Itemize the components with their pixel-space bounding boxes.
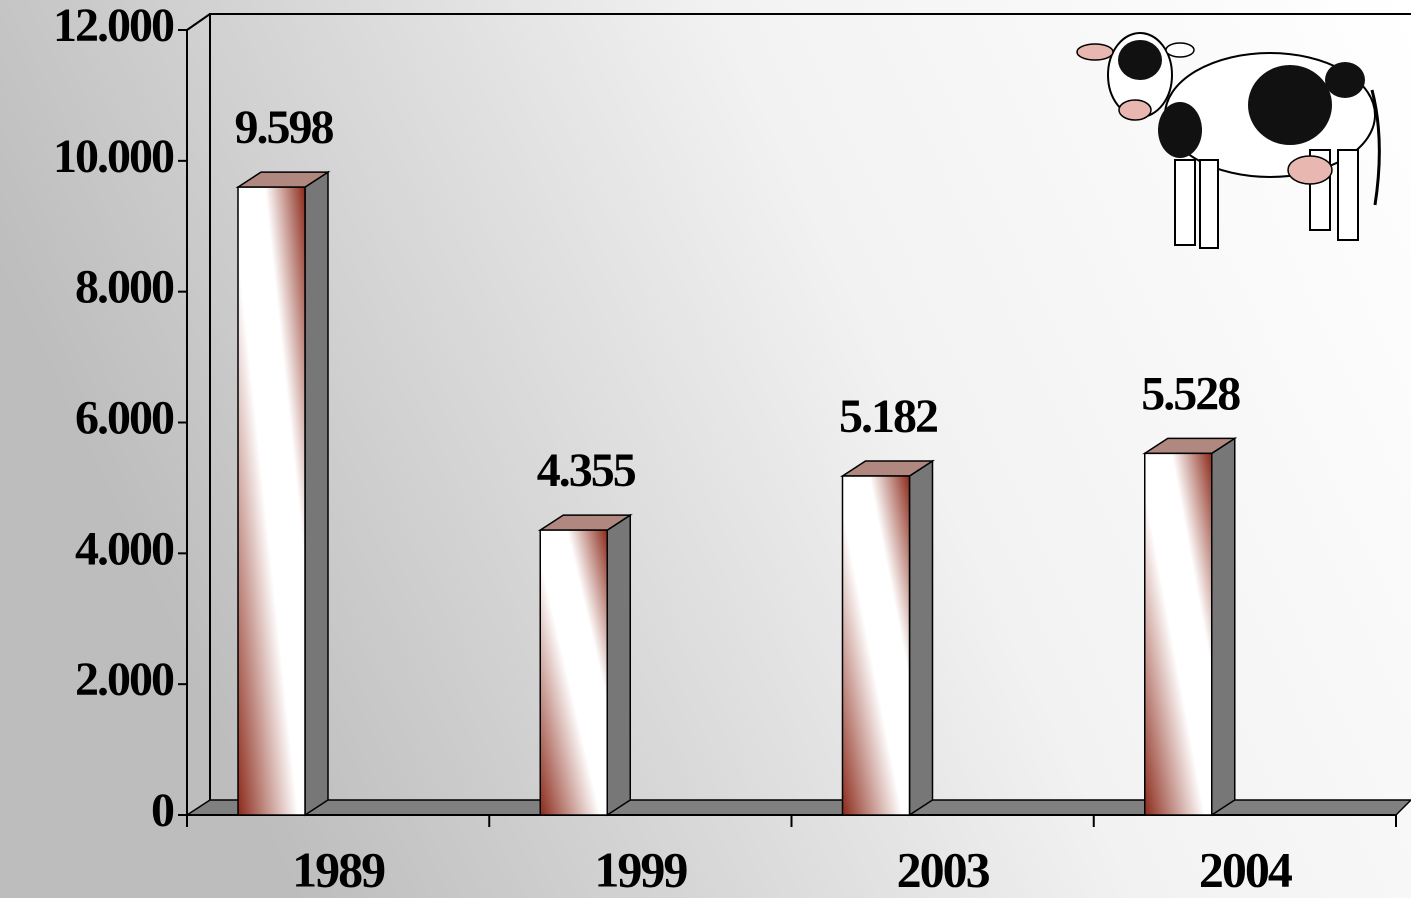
bar-face: [539, 529, 608, 816]
y-tick-label: 0: [151, 784, 174, 837]
bar-side: [908, 459, 934, 817]
value-label: 5.528: [1141, 367, 1240, 420]
y-tick-label: 12.000: [53, 0, 174, 52]
bar-face: [237, 186, 306, 816]
y-axis-top: [186, 13, 211, 31]
bar: [839, 459, 936, 817]
y-tick-label: 8.000: [75, 261, 174, 314]
x-tick-label: 2003: [897, 841, 990, 897]
y-tick-label: 4.000: [75, 522, 174, 575]
value-label: 4.355: [537, 444, 636, 497]
bar-side: [1211, 436, 1236, 817]
y-tick-label: 6.000: [75, 392, 174, 445]
cow-illustration: [1076, 32, 1381, 249]
value-label: 9.598: [235, 101, 334, 154]
x-tick-label: 1989: [292, 841, 385, 897]
bar-side: [606, 513, 631, 817]
y-tick-label: 10.000: [53, 130, 174, 183]
bar-side: [304, 170, 329, 817]
bar: [537, 513, 633, 817]
x-tick-label: 2004: [1199, 841, 1293, 897]
x-tick-label: 1999: [594, 841, 687, 897]
bar: [1142, 436, 1238, 817]
bar-face: [841, 475, 911, 816]
plot-frame: [184, 13, 1411, 816]
bar: [235, 170, 331, 817]
value-label: 5.182: [839, 390, 937, 443]
y-tick-label: 2.000: [75, 653, 174, 706]
bar-face: [1144, 452, 1213, 816]
